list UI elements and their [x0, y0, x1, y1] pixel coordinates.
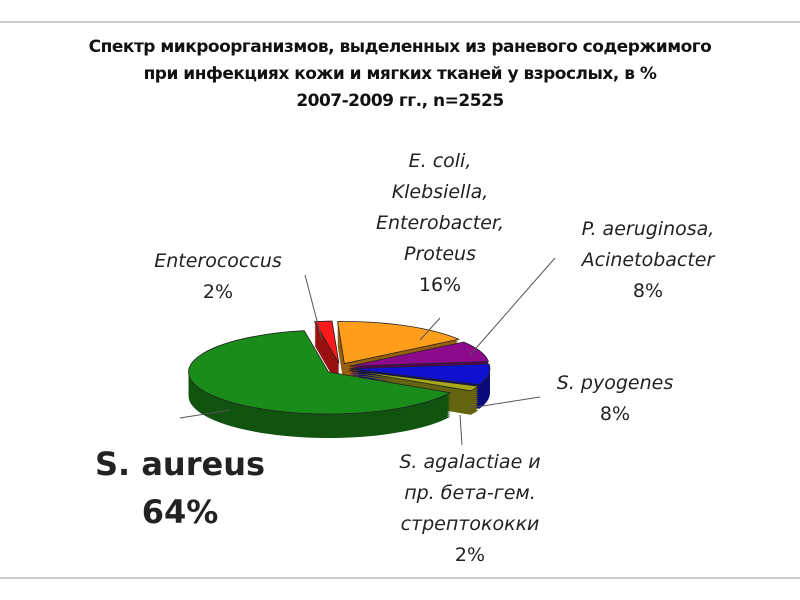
value-label: 2%	[454, 544, 486, 566]
slice-side	[348, 372, 479, 393]
leader-line	[459, 414, 463, 446]
leader-line	[469, 396, 541, 409]
pie	[188, 320, 491, 439]
value-label: 16%	[418, 274, 462, 296]
category-label: P. aeruginosa, Acinetobacter	[581, 218, 715, 271]
value-label: 8%	[599, 403, 631, 425]
slice-side	[348, 374, 479, 395]
data-label: P. aeruginosa, Acinetobacter 8%	[498, 214, 798, 307]
leader-line	[179, 409, 231, 419]
leader-line	[419, 317, 441, 341]
slice	[348, 369, 480, 392]
slice	[349, 363, 491, 386]
leader-line	[469, 257, 556, 356]
value-label: 8%	[632, 280, 664, 302]
category-label: S. aureus	[94, 445, 266, 483]
slice	[313, 320, 340, 364]
data-label: S. pyogenes 8%	[465, 368, 765, 430]
slice	[349, 341, 490, 367]
category-label: E. coli, Klebsiella, Enterobacter, Prote…	[375, 150, 505, 265]
data-label: S. aureus 64%	[30, 440, 330, 536]
data-label: S. agalactiae и пр. бета-гем. стрептокок…	[320, 447, 620, 571]
value-label: 64%	[141, 493, 219, 531]
category-label: Enterococcus	[154, 250, 282, 272]
category-label: S. agalactiae и пр. бета-гем. стрептокок…	[399, 451, 541, 535]
value-label: 2%	[202, 281, 234, 303]
slice	[188, 330, 452, 415]
category-label: S. pyogenes	[556, 372, 674, 394]
slice	[337, 321, 461, 364]
data-label: Enterococcus 2%	[68, 246, 368, 308]
chart-title: Спектр микроорганизмов, выделенных из ра…	[88, 37, 712, 111]
leader-line	[304, 274, 323, 341]
data-label: E. coli, Klebsiella, Enterobacter, Prote…	[290, 146, 590, 301]
